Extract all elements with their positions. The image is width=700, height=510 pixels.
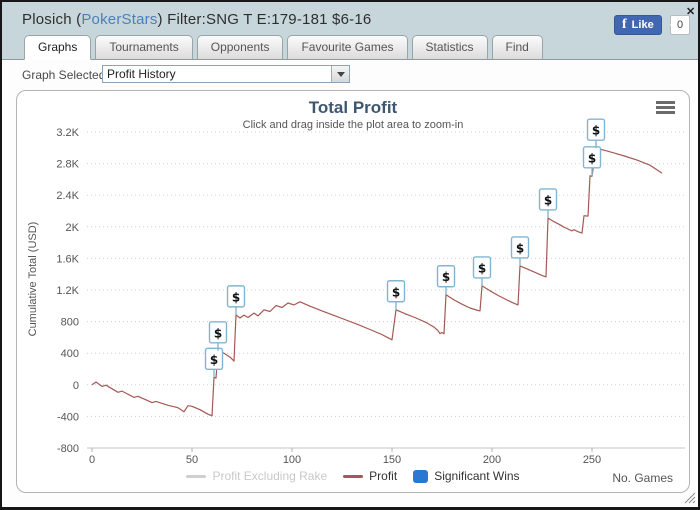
site-link[interactable]: PokerStars: [81, 11, 158, 28]
dropdown-button[interactable]: [331, 66, 349, 82]
tab-graphs[interactable]: Graphs: [24, 35, 92, 60]
svg-text:400: 400: [61, 348, 79, 360]
svg-text:$: $: [588, 151, 596, 165]
tab-find[interactable]: Find: [491, 35, 543, 60]
significant-win-flag[interactable]: $: [386, 280, 406, 310]
chart-title: Total Profit: [308, 98, 398, 117]
svg-text:2K: 2K: [66, 222, 80, 234]
significant-win-flag[interactable]: $: [586, 118, 606, 149]
graph-toolbar: Graph Selected: Profit History: [2, 60, 698, 90]
chart-subtitle: Click and drag inside the plot area to z…: [242, 119, 464, 131]
svg-text:200: 200: [483, 454, 501, 466]
svg-text:-400: -400: [57, 411, 79, 423]
significant-win-flag[interactable]: $: [582, 146, 602, 176]
svg-text:$: $: [210, 353, 218, 367]
svg-text:50: 50: [186, 454, 198, 466]
svg-text:150: 150: [383, 454, 401, 466]
graph-select-dropdown[interactable]: Profit History: [102, 65, 350, 83]
svg-text:2.8K: 2.8K: [56, 159, 79, 171]
page-title: Plosich (PokerStars) Filter:SNG T E:179-…: [22, 11, 371, 28]
significant-win-flag[interactable]: $: [472, 256, 492, 286]
significant-win-flag[interactable]: $: [208, 321, 228, 351]
close-icon[interactable]: ✕: [686, 6, 696, 18]
like-label: Like: [631, 19, 654, 31]
significant-win-flag[interactable]: $: [204, 347, 224, 378]
header: Plosich (PokerStars) Filter:SNG T E:179-…: [2, 2, 698, 60]
legend-item-profit[interactable]: Profit: [343, 469, 397, 483]
significant-win-flag[interactable]: $: [436, 265, 456, 295]
chart-panel: Total Profit Click and drag inside the p…: [16, 90, 690, 493]
line-swatch-icon: [186, 474, 207, 478]
box-swatch-icon: [413, 469, 429, 483]
chart-menu-icon[interactable]: [656, 101, 675, 116]
svg-text:$: $: [592, 124, 600, 138]
significant-win-flag[interactable]: $: [538, 188, 558, 218]
graph-selected-label: Graph Selected:: [22, 68, 109, 82]
chevron-down-icon: [336, 71, 345, 81]
x-axis-title: No. Games: [612, 471, 673, 485]
tab-tournaments[interactable]: Tournaments: [95, 35, 193, 60]
like-count-badge: 0: [670, 15, 690, 35]
legend-item-profit-excluding-rake[interactable]: Profit Excluding Rake: [186, 469, 327, 483]
legend-label: Profit Excluding Rake: [212, 469, 328, 483]
svg-text:100: 100: [283, 454, 301, 466]
plot-area[interactable]: -800 -400 0 400 800 1.2K 1.6K 2K 2.4K 2.8K 3.2K 0 50…: [17, 91, 689, 492]
svg-text:$: $: [442, 270, 450, 284]
svg-text:250: 250: [583, 454, 601, 466]
tab-favourite-games[interactable]: Favourite Games: [287, 35, 408, 60]
player-name: Plosich (: [22, 11, 82, 28]
svg-text:$: $: [392, 285, 400, 299]
svg-text:$: $: [516, 241, 524, 255]
svg-text:$: $: [544, 193, 552, 207]
svg-text:2.4K: 2.4K: [56, 190, 79, 202]
svg-text:3.2K: 3.2K: [56, 127, 79, 139]
profit-line: [91, 147, 663, 417]
legend-label: Significant Wins: [434, 469, 520, 483]
tab-bar: Graphs Tournaments Opponents Favourite G…: [24, 35, 547, 60]
resize-handle[interactable]: [684, 492, 696, 504]
svg-text:0: 0: [89, 454, 95, 466]
significant-win-flag[interactable]: $: [510, 236, 530, 266]
filter-text: ) Filter:SNG T E:179-181 $6-16: [157, 11, 372, 28]
facebook-like-button[interactable]: f Like: [614, 15, 662, 35]
tab-statistics[interactable]: Statistics: [411, 35, 488, 60]
significant-win-flag[interactable]: $: [226, 285, 246, 315]
legend-item-significant-wins[interactable]: Significant Wins: [413, 469, 520, 483]
svg-text:0: 0: [73, 380, 79, 392]
tab-opponents[interactable]: Opponents: [196, 35, 284, 60]
chart-legend: Profit Excluding Rake Profit Significant…: [17, 469, 689, 483]
svg-text:1.6K: 1.6K: [56, 253, 79, 265]
svg-text:1.2K: 1.2K: [56, 285, 79, 297]
svg-text:$: $: [232, 290, 240, 304]
legend-label: Profit: [369, 469, 398, 483]
svg-text:800: 800: [61, 317, 79, 329]
svg-text:$: $: [478, 261, 486, 275]
svg-text:-800: -800: [57, 443, 79, 455]
svg-text:$: $: [214, 326, 222, 340]
facebook-icon: f: [622, 17, 627, 32]
line-swatch-icon: [343, 474, 364, 478]
graph-select-value: Profit History: [107, 67, 176, 81]
